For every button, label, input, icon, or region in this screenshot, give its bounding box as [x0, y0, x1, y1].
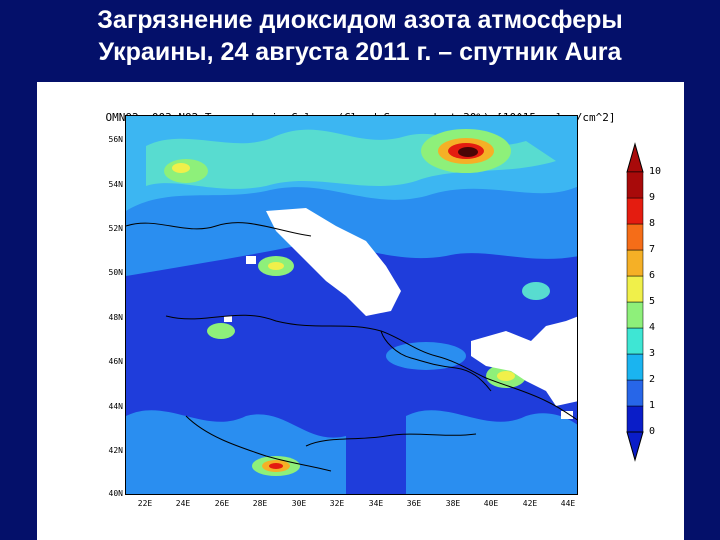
no-data-region-central	[266, 208, 401, 316]
crimea-haze	[386, 342, 466, 370]
lat-label-54n: 54N	[108, 180, 123, 189]
colorbar-bin	[626, 353, 644, 381]
no2-map	[125, 115, 578, 495]
lat-label-52n: 52N	[108, 224, 123, 233]
hotspot-east-teal	[522, 282, 550, 300]
lat-label-56n: 56N	[108, 135, 123, 144]
no-data-speck-1	[246, 256, 256, 264]
title-line-2: Украины, 24 августа 2011 г. – спутник Au…	[98, 38, 622, 66]
hotspot-west-core	[268, 262, 284, 270]
colorbar-tick-label: 6	[649, 270, 656, 281]
colorbar-min-arrow	[626, 431, 644, 462]
colorbar-bin	[626, 379, 644, 407]
lon-label-26e: 26E	[214, 499, 230, 508]
colorbar-bin	[626, 171, 644, 199]
colorbar-bin	[626, 197, 644, 225]
lon-label-34e: 34E	[368, 499, 384, 508]
hotspot-south-red	[269, 463, 283, 469]
colorbar-bin	[626, 301, 644, 329]
title-line-1: Загрязнение диоксидом азота атмосферы	[97, 6, 623, 34]
colorbar-tick-label: 9	[649, 192, 656, 203]
lon-label-24e: 24E	[175, 499, 191, 508]
colorbar-tick-label: 10	[649, 166, 662, 177]
lat-label-46n: 46N	[108, 357, 123, 366]
lon-label-44e: 44E	[560, 499, 576, 508]
colorbar-tick-label: 8	[649, 218, 656, 229]
no-data-region-east	[471, 316, 577, 406]
border-balkans	[185, 415, 332, 472]
no-data-speck-2	[224, 316, 232, 322]
south-haze-east	[406, 410, 577, 494]
colorbar-tick-label: 1	[649, 400, 656, 411]
colorbar-bin	[626, 249, 644, 277]
colorbar-bin	[626, 275, 644, 303]
hotspot-northwest-core	[172, 163, 190, 173]
colorbar-max-arrow	[626, 142, 644, 173]
colorbar-tick-label: 4	[649, 322, 656, 333]
hotspot-east-core	[497, 371, 515, 381]
colorbar-bin	[626, 405, 644, 433]
lat-label-40n: 40N	[108, 489, 123, 498]
coastline-black-sea	[305, 330, 492, 447]
hotspot-southwest	[207, 323, 235, 339]
map-panel: OMNO2e.003 NO2 Tropospheric Column (Clou…	[37, 82, 684, 540]
colorbar-tick-label: 3	[649, 348, 656, 359]
lon-label-30e: 30E	[291, 499, 307, 508]
lon-label-40e: 40E	[483, 499, 499, 508]
hotspot-north-max	[458, 147, 478, 157]
colorbar-tick-label: 5	[649, 296, 656, 307]
lon-label-32e: 32E	[329, 499, 345, 508]
lon-label-42e: 42E	[522, 499, 538, 508]
lat-label-50n: 50N	[108, 268, 123, 277]
lon-label-22e: 22E	[137, 499, 153, 508]
no-data-speck-3	[561, 411, 573, 419]
slide-title: Загрязнение диоксидом азота атмосферы Ук…	[0, 4, 720, 68]
lat-label-42n: 42N	[108, 446, 123, 455]
colorbar-bin	[626, 327, 644, 355]
lat-label-44n: 44N	[108, 402, 123, 411]
lat-label-48n: 48N	[108, 313, 123, 322]
lon-label-28e: 28E	[252, 499, 268, 508]
lon-label-36e: 36E	[406, 499, 422, 508]
colorbar	[626, 142, 644, 462]
colorbar-tick-label: 0	[649, 426, 656, 437]
colorbar-tick-label: 7	[649, 244, 656, 255]
border-lines	[126, 222, 577, 421]
colorbar-tick-label: 2	[649, 374, 656, 385]
colorbar-bin	[626, 223, 644, 251]
lon-label-38e: 38E	[445, 499, 461, 508]
no2-field-svg	[126, 116, 577, 494]
